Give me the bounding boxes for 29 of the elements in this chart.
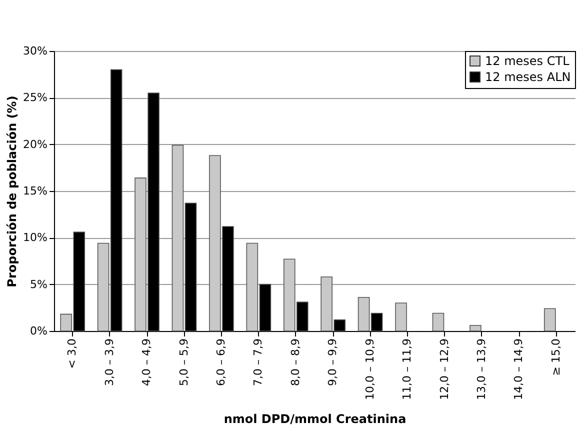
legend-label: 12 meses ALN bbox=[485, 70, 571, 84]
x-tick-label: 4,0 – 4,9 bbox=[140, 338, 154, 386]
y-tick-label: 25% bbox=[23, 91, 48, 104]
y-axis-title: Proporción de población (%) bbox=[5, 96, 20, 288]
y-tick-label: 5% bbox=[30, 278, 48, 291]
x-tick-label: 11,0 – 11,9 bbox=[400, 338, 414, 400]
y-tick-label: 15% bbox=[23, 184, 48, 198]
x-tick-label: ≥ 15,0 bbox=[549, 338, 562, 376]
x-tick-label: 14,0 – 14,9 bbox=[512, 338, 526, 400]
bar bbox=[544, 308, 556, 332]
x-tick-label: 8,0 – 8,9 bbox=[288, 338, 302, 386]
x-tick-label: 13,0 – 13,9 bbox=[474, 338, 488, 400]
x-tick-label: 10,0 – 10,9 bbox=[363, 338, 376, 400]
x-axis-title: nmol DPD/mmol Creatinina bbox=[224, 412, 406, 426]
x-tick-label: 5,0 – 5,9 bbox=[177, 338, 190, 386]
x-tick-label: 6,0 – 6,9 bbox=[214, 338, 228, 386]
x-tick-label: 12,0 – 12,9 bbox=[438, 338, 451, 400]
x-tick-label: 7,0 – 7,9 bbox=[252, 338, 265, 386]
y-tick-label: 30% bbox=[23, 44, 48, 58]
bar bbox=[395, 302, 407, 332]
legend-label: 12 meses CTL bbox=[485, 54, 570, 68]
x-tick-label: 3,0 – 3,9 bbox=[102, 338, 116, 386]
y-tick-label: 20% bbox=[23, 138, 48, 151]
y-tick-label: 10% bbox=[23, 231, 48, 244]
bar bbox=[432, 312, 444, 332]
bar bbox=[470, 325, 482, 332]
y-tick-label: 0% bbox=[30, 324, 48, 338]
x-tick-label: 9,0 – 9,9 bbox=[326, 338, 340, 386]
x-tick-label: < 3,0 bbox=[66, 338, 79, 369]
